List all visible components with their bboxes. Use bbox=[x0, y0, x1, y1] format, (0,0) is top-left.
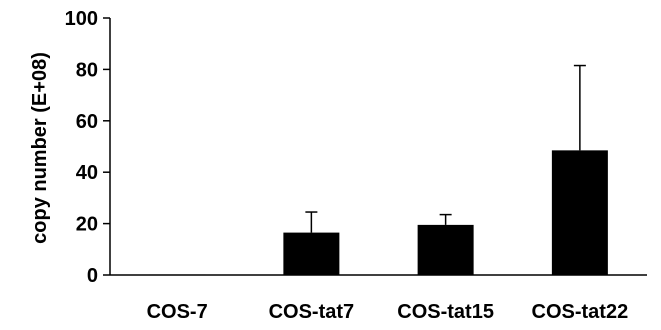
y-tick-label: 20 bbox=[76, 214, 98, 236]
y-tick-label: 0 bbox=[87, 265, 98, 287]
y-axis-title: copy number (E+08) bbox=[29, 52, 51, 244]
category-label: COS-tat15 bbox=[397, 301, 494, 323]
bar-cos-7 bbox=[149, 274, 206, 276]
y-axis-ticks: 0 20 40 60 80 100 bbox=[65, 8, 110, 287]
y-tick-label: 100 bbox=[65, 8, 98, 30]
y-tick-label: 80 bbox=[76, 59, 98, 81]
bar-cos-tat15 bbox=[417, 224, 474, 275]
error-bars-group bbox=[305, 64, 586, 233]
y-tick-label: 40 bbox=[76, 162, 98, 184]
category-label: COS-7 bbox=[147, 301, 208, 323]
bar-cos-tat7 bbox=[283, 232, 340, 275]
bar-cos-tat22 bbox=[551, 150, 608, 275]
y-tick-label: 60 bbox=[76, 111, 98, 133]
category-label: COS-tat7 bbox=[269, 301, 355, 323]
category-label: COS-tat22 bbox=[532, 301, 629, 323]
x-axis-categories: COS-7 COS-tat7 COS-tat15 COS-tat22 bbox=[147, 301, 629, 323]
bars-group bbox=[149, 150, 608, 276]
